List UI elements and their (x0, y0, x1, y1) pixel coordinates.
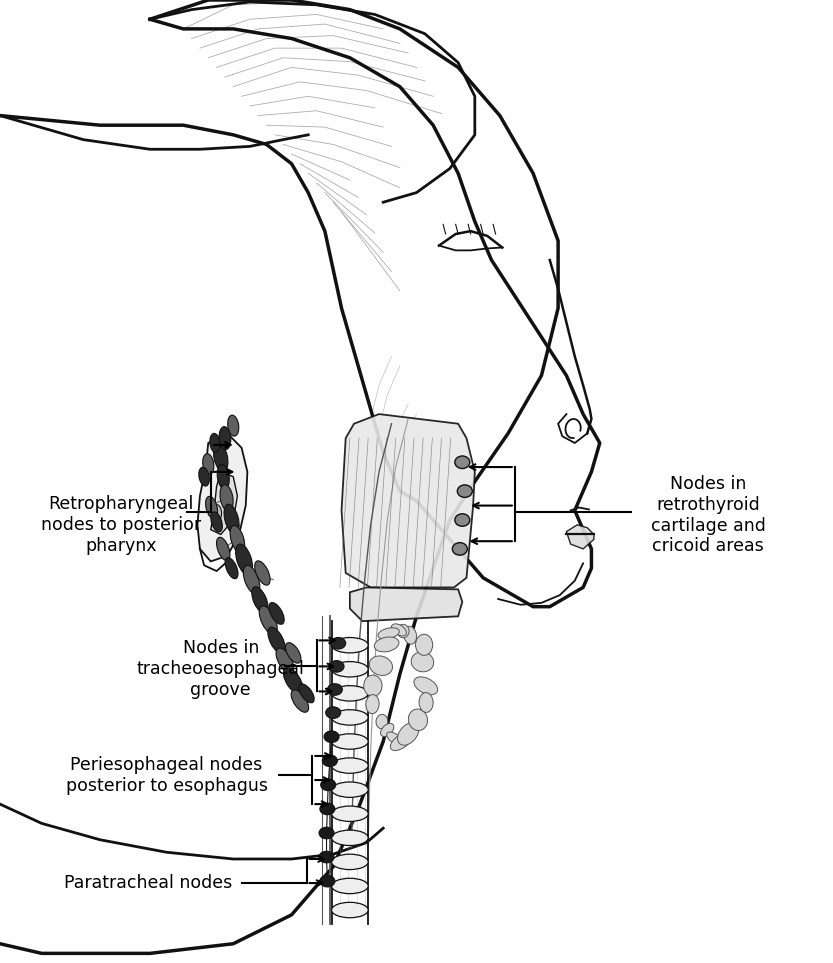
Ellipse shape (230, 526, 245, 553)
Ellipse shape (199, 467, 209, 486)
Ellipse shape (332, 638, 368, 653)
Ellipse shape (408, 709, 427, 731)
Ellipse shape (213, 443, 228, 472)
Ellipse shape (210, 433, 220, 453)
Ellipse shape (332, 878, 368, 894)
Ellipse shape (269, 603, 284, 624)
Ellipse shape (217, 464, 229, 489)
Ellipse shape (327, 684, 342, 695)
Ellipse shape (329, 661, 344, 672)
Ellipse shape (219, 427, 231, 450)
Ellipse shape (321, 779, 336, 791)
Ellipse shape (276, 648, 294, 673)
Ellipse shape (381, 723, 394, 737)
Ellipse shape (224, 505, 239, 534)
Ellipse shape (392, 624, 407, 636)
Ellipse shape (227, 415, 239, 436)
Ellipse shape (332, 854, 368, 870)
Ellipse shape (268, 627, 285, 654)
Polygon shape (342, 414, 475, 587)
Ellipse shape (331, 638, 346, 649)
Ellipse shape (412, 652, 434, 672)
Ellipse shape (369, 656, 392, 675)
Ellipse shape (332, 806, 368, 821)
Ellipse shape (255, 560, 270, 586)
Ellipse shape (457, 484, 472, 497)
Ellipse shape (387, 732, 405, 747)
Ellipse shape (217, 537, 230, 560)
Ellipse shape (322, 755, 337, 767)
Ellipse shape (397, 722, 419, 745)
Ellipse shape (419, 692, 433, 713)
Ellipse shape (364, 675, 382, 696)
Ellipse shape (299, 684, 314, 703)
Polygon shape (566, 525, 594, 549)
Ellipse shape (378, 628, 399, 639)
Ellipse shape (319, 851, 334, 863)
Ellipse shape (292, 690, 308, 713)
Ellipse shape (212, 505, 222, 522)
Ellipse shape (391, 732, 412, 750)
Ellipse shape (332, 782, 368, 797)
Ellipse shape (332, 734, 368, 749)
Ellipse shape (332, 902, 368, 918)
Polygon shape (350, 587, 462, 621)
Ellipse shape (320, 875, 335, 887)
Ellipse shape (236, 544, 252, 575)
Ellipse shape (225, 558, 238, 579)
Ellipse shape (259, 606, 277, 635)
Ellipse shape (202, 454, 214, 475)
Ellipse shape (332, 758, 368, 773)
Ellipse shape (320, 803, 335, 815)
Ellipse shape (332, 830, 368, 846)
Polygon shape (197, 433, 247, 561)
Ellipse shape (376, 715, 388, 729)
Ellipse shape (283, 667, 303, 694)
Ellipse shape (319, 827, 334, 839)
Ellipse shape (220, 484, 233, 511)
Ellipse shape (397, 624, 409, 638)
Ellipse shape (374, 637, 399, 652)
Text: Periesophageal nodes
posterior to esophagus: Periesophageal nodes posterior to esopha… (66, 756, 267, 794)
Text: Retropharyngeal
nodes to posterior
pharynx: Retropharyngeal nodes to posterior phary… (41, 495, 201, 555)
Ellipse shape (324, 731, 339, 742)
Ellipse shape (252, 586, 268, 613)
Ellipse shape (455, 455, 470, 468)
Ellipse shape (452, 543, 467, 555)
Ellipse shape (404, 626, 416, 644)
Text: Nodes in
retrothyroid
cartilage and
cricoid areas: Nodes in retrothyroid cartilage and cric… (651, 475, 766, 556)
Text: Nodes in
tracheoesophageal
groove: Nodes in tracheoesophageal groove (137, 639, 305, 699)
Ellipse shape (332, 710, 368, 725)
Ellipse shape (332, 686, 368, 701)
Polygon shape (211, 472, 237, 534)
Ellipse shape (414, 677, 437, 694)
Ellipse shape (211, 512, 222, 532)
Ellipse shape (206, 496, 217, 519)
Ellipse shape (416, 635, 432, 656)
Ellipse shape (366, 694, 379, 714)
Text: Paratracheal nodes: Paratracheal nodes (64, 874, 232, 892)
Ellipse shape (286, 642, 301, 664)
Ellipse shape (326, 707, 341, 718)
Ellipse shape (455, 513, 470, 526)
Ellipse shape (243, 565, 260, 594)
Ellipse shape (332, 662, 368, 677)
